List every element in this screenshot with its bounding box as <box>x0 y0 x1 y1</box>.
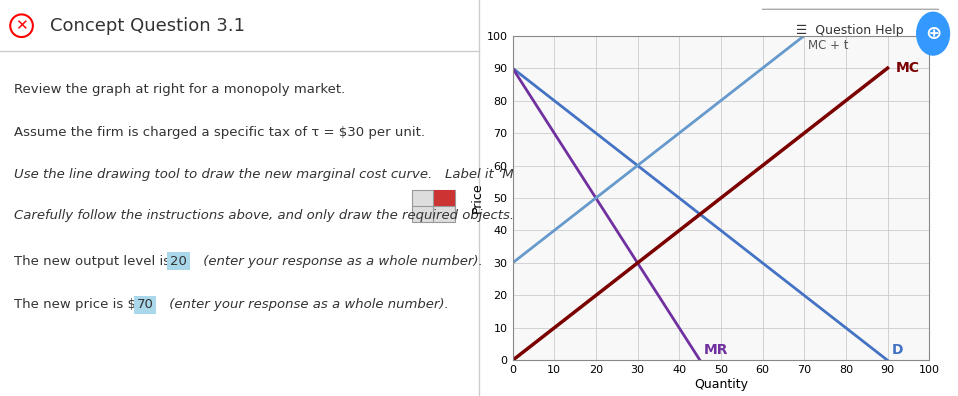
Text: (enter your response as a whole number).: (enter your response as a whole number). <box>198 255 483 268</box>
Text: Carefully follow the instructions above, and only draw the required objects.: Carefully follow the instructions above,… <box>14 209 514 222</box>
Text: ☰  Question Help: ☰ Question Help <box>796 24 904 37</box>
Text: The new output level is: The new output level is <box>14 255 174 268</box>
Text: 20: 20 <box>170 255 187 268</box>
Text: ✕: ✕ <box>15 18 28 33</box>
Text: Concept Question 3.1: Concept Question 3.1 <box>50 17 245 35</box>
Text: D: D <box>892 343 903 357</box>
Text: Assume the firm is charged a specific tax of τ = $30 per unit.: Assume the firm is charged a specific ta… <box>14 126 425 139</box>
Text: 70: 70 <box>136 299 153 311</box>
Text: ⊕: ⊕ <box>924 24 942 43</box>
Bar <box>433 190 455 206</box>
Circle shape <box>917 12 949 55</box>
Text: MC + t: MC + t <box>809 39 849 52</box>
Text: MR: MR <box>704 343 729 357</box>
Text: Use the line drawing tool to draw the new marginal cost curve.   Label it ‘MC + : Use the line drawing tool to draw the ne… <box>14 168 557 181</box>
Text: MC: MC <box>896 61 920 75</box>
Bar <box>412 190 455 222</box>
Text: Review the graph at right for a monopoly market.: Review the graph at right for a monopoly… <box>14 83 346 95</box>
Y-axis label: Price: Price <box>471 183 484 213</box>
FancyBboxPatch shape <box>756 9 945 52</box>
X-axis label: Quantity: Quantity <box>694 378 748 391</box>
Text: (enter your response as a whole number).: (enter your response as a whole number). <box>165 299 449 311</box>
Text: The new price is $: The new price is $ <box>14 299 141 311</box>
